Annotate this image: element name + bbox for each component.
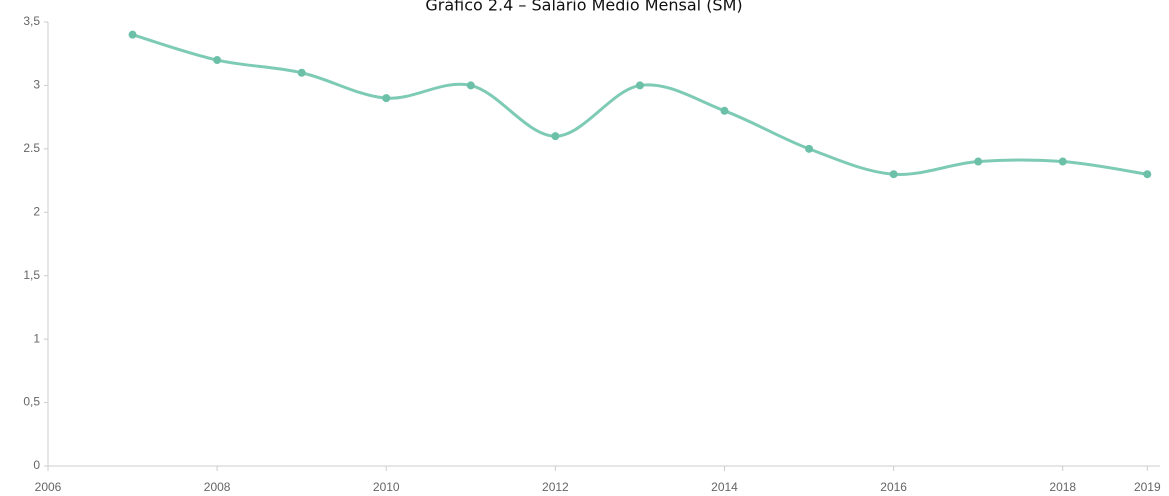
- point: [974, 157, 983, 166]
- x-tick-label: 2008: [204, 480, 231, 494]
- point: [297, 68, 306, 77]
- y-tick-label: 1: [33, 331, 40, 345]
- line: [132, 33, 1148, 176]
- y-tick-label: 2: [33, 204, 40, 218]
- x-tick-label: 2006: [35, 480, 62, 494]
- y-tick-label: 3,5: [23, 14, 40, 28]
- point: [889, 170, 898, 179]
- point: [466, 81, 475, 90]
- point: [213, 56, 222, 65]
- x-tick-label: 2019: [1134, 480, 1161, 494]
- point: [128, 30, 137, 39]
- chart-title: Gráfico 2.4 – Salário Médio Mensal (SM): [425, 0, 742, 15]
- x-tick-label: 2016: [880, 480, 907, 494]
- y-tick-label: 3: [33, 78, 40, 92]
- x-tick-label: 2012: [542, 480, 569, 494]
- y-tick-label: 0,5: [23, 395, 40, 409]
- x-tick-label: 2010: [373, 480, 400, 494]
- point: [382, 94, 391, 103]
- point: [1058, 157, 1067, 166]
- point: [805, 144, 814, 153]
- x-tick-label: 2018: [1049, 480, 1076, 494]
- point: [720, 106, 729, 115]
- point: [635, 81, 644, 90]
- y-tick-label: 1,5: [23, 268, 40, 282]
- y-tick-label: 0: [33, 458, 40, 472]
- point: [1143, 170, 1152, 179]
- y-tick-label: 2.5: [23, 141, 40, 155]
- point: [551, 132, 560, 141]
- x-tick-label: 2014: [711, 480, 738, 494]
